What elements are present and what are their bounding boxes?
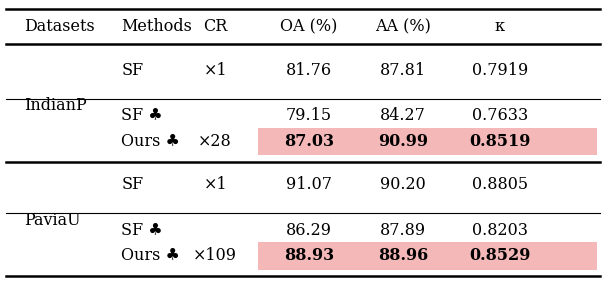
Text: 88.93: 88.93 (284, 247, 334, 265)
Text: SF ♣: SF ♣ (121, 107, 163, 124)
Text: 0.8519: 0.8519 (469, 133, 531, 150)
Text: AA (%): AA (%) (375, 18, 431, 35)
Text: 81.76: 81.76 (286, 61, 332, 79)
Text: 86.29: 86.29 (286, 222, 332, 239)
Text: CR: CR (203, 18, 227, 35)
Text: IndianP: IndianP (24, 97, 87, 114)
Text: OA (%): OA (%) (281, 18, 338, 35)
Text: Datasets: Datasets (24, 18, 95, 35)
Text: ×1: ×1 (204, 176, 227, 193)
Text: SF: SF (121, 176, 144, 193)
Text: 0.7919: 0.7919 (472, 61, 528, 79)
Text: Methods: Methods (121, 18, 192, 35)
Text: 0.8805: 0.8805 (472, 176, 528, 193)
Text: κ: κ (495, 18, 505, 35)
Text: SF ♣: SF ♣ (121, 222, 163, 239)
Text: ×28: ×28 (198, 133, 232, 150)
Text: 90.99: 90.99 (378, 133, 428, 150)
Text: 87.81: 87.81 (380, 61, 426, 79)
Text: 0.8203: 0.8203 (472, 222, 528, 239)
Text: 91.07: 91.07 (286, 176, 332, 193)
Text: ×1: ×1 (204, 61, 227, 79)
Text: Ours ♣: Ours ♣ (121, 133, 180, 150)
Text: 90.20: 90.20 (380, 176, 426, 193)
Bar (258, 243, 597, 269)
Text: 87.89: 87.89 (380, 222, 426, 239)
Bar (258, 128, 597, 155)
Text: SF: SF (121, 61, 144, 79)
Text: 84.27: 84.27 (380, 107, 426, 124)
Text: Ours ♣: Ours ♣ (121, 247, 180, 265)
Text: 0.8529: 0.8529 (469, 247, 531, 265)
Text: 79.15: 79.15 (286, 107, 332, 124)
Text: 88.96: 88.96 (378, 247, 428, 265)
Text: PaviaU: PaviaU (24, 212, 81, 229)
Text: ×109: ×109 (193, 247, 237, 265)
Text: 0.7633: 0.7633 (472, 107, 528, 124)
Text: 87.03: 87.03 (284, 133, 334, 150)
